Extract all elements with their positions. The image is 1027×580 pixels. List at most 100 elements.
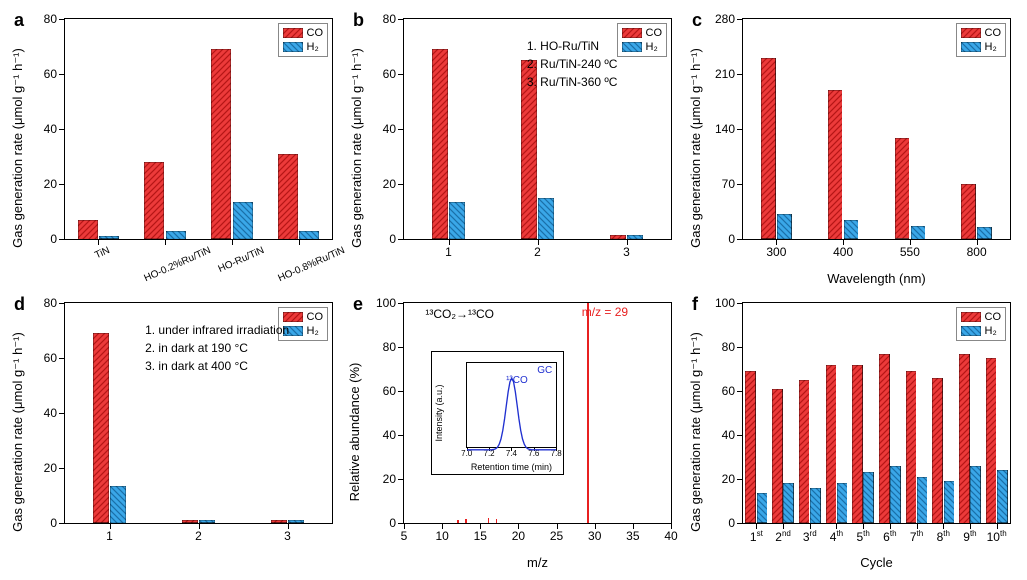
bar-h2 <box>890 466 901 523</box>
y-tick-label: 20 <box>722 472 735 486</box>
annotation: 3. in dark at 400 °C <box>145 359 248 373</box>
y-tick-label: 60 <box>722 384 735 398</box>
bar-co <box>211 49 231 239</box>
x-tick-label: HO-0.8%Ru/TiN <box>276 245 346 284</box>
x-tick-label: 1st <box>750 529 763 544</box>
legend-co: CO <box>646 27 663 39</box>
x-tick-label: 40 <box>664 529 677 543</box>
ms-peak <box>587 303 589 523</box>
bar-co <box>828 90 843 239</box>
bar-h2 <box>199 520 215 523</box>
annotation: 2. in dark at 190 °C <box>145 341 248 355</box>
x-tick-label: 3 <box>623 245 630 259</box>
annotation: 3. Ru/TiN-360 ºC <box>527 75 618 89</box>
plot-area: 0204060801001st2nd3rd4th5th6th7th8th9th1… <box>742 302 1011 524</box>
x-tick-label: 5 <box>401 529 408 543</box>
x-axis-label: m/z <box>403 555 672 570</box>
bar-h2 <box>110 486 126 523</box>
y-tick-label: 0 <box>728 516 735 530</box>
y-tick-label: 80 <box>383 340 396 354</box>
legend-h2: H₂ <box>646 41 658 53</box>
bar-h2 <box>777 214 792 239</box>
y-tick-label: 40 <box>44 122 57 136</box>
y-tick-label: 40 <box>722 428 735 442</box>
x-tick-label: 8th <box>937 529 950 544</box>
bar-h2 <box>627 235 643 239</box>
bar-co <box>961 184 976 239</box>
bar-co <box>772 389 783 523</box>
panel-e: e020406080100510152025303540m/z = 29¹³CO… <box>347 292 680 572</box>
y-tick-label: 80 <box>44 296 57 310</box>
x-tick-label: 20 <box>512 529 525 543</box>
y-tick-label: 60 <box>383 384 396 398</box>
bar-co <box>906 371 917 523</box>
y-tick-label: 20 <box>44 461 57 475</box>
y-tick-label: 60 <box>44 67 57 81</box>
y-axis-label: Relative abundance (%) <box>347 363 362 502</box>
x-tick-label: HO-0.2%Ru/TiN <box>143 245 213 284</box>
legend-h2: H₂ <box>307 41 319 53</box>
bar-h2 <box>783 483 794 523</box>
ms-peak <box>488 518 490 524</box>
y-tick-label: 80 <box>722 340 735 354</box>
x-tick-label: 550 <box>900 245 920 259</box>
y-tick-label: 0 <box>50 232 57 246</box>
panel-c: c070140210280300400550800COH₂Gas generat… <box>686 8 1019 288</box>
inset-y-label: Intensity (a.u.) <box>434 384 444 441</box>
legend: CO H₂ <box>617 23 668 57</box>
inset-x-label: Retention time (min) <box>466 462 558 472</box>
bar-h2 <box>997 470 1008 523</box>
legend-co: CO <box>985 311 1002 323</box>
x-tick-label: 30 <box>588 529 601 543</box>
x-tick-label: 7th <box>910 529 923 544</box>
legend-co: CO <box>307 311 324 323</box>
y-tick-label: 40 <box>383 428 396 442</box>
bar-co <box>432 49 448 239</box>
bar-h2 <box>944 481 955 523</box>
y-axis-label: Gas generation rate (μmol g⁻¹ h⁻¹) <box>10 332 26 532</box>
x-tick-label: 9th <box>963 529 976 544</box>
y-axis-label: Gas generation rate (μmol g⁻¹ h⁻¹) <box>10 48 26 248</box>
bar-h2 <box>299 231 319 239</box>
y-axis-label: Gas generation rate (μmol g⁻¹ h⁻¹) <box>688 332 704 532</box>
y-tick-label: 60 <box>383 67 396 81</box>
y-tick-label: 70 <box>722 177 735 191</box>
bar-h2 <box>911 226 926 239</box>
y-tick-label: 20 <box>383 177 396 191</box>
legend-h2: H₂ <box>985 325 997 337</box>
legend: CO H₂ <box>956 307 1007 341</box>
plot-area: 020406080TiNHO-0.2%Ru/TiNHO-Ru/TiNHO-0.8… <box>64 18 333 240</box>
bar-co <box>78 220 98 239</box>
bar-co <box>93 333 109 523</box>
bar-h2 <box>288 520 304 523</box>
bar-co <box>879 354 890 523</box>
bar-h2 <box>166 231 186 239</box>
panel-b: b020406080123COH₂1. HO-Ru/TiN2. Ru/TiN-2… <box>347 8 680 288</box>
bar-co <box>745 371 756 523</box>
bar-h2 <box>844 220 859 239</box>
reaction-label: ¹³CO₂→¹³CO <box>425 307 494 321</box>
legend: COH₂ <box>278 23 329 57</box>
figure-grid: a020406080TiNHO-0.2%Ru/TiNHO-Ru/TiNHO-0.… <box>8 8 1019 572</box>
panel-d: d020406080123COH₂1. under infrared irrad… <box>8 292 341 572</box>
bar-h2 <box>810 488 821 523</box>
bar-co <box>826 365 837 523</box>
bar-h2 <box>99 236 119 239</box>
y-tick-label: 20 <box>44 177 57 191</box>
x-tick-label: HO-Ru/TiN <box>216 245 265 275</box>
x-tick-label: 800 <box>967 245 987 259</box>
x-tick-label: 2 <box>195 529 202 543</box>
x-tick-label: 10 <box>435 529 448 543</box>
bar-co <box>799 380 810 523</box>
x-tick-label: TiN <box>94 245 112 261</box>
x-tick-label: 3rd <box>803 529 817 544</box>
x-tick-label: 400 <box>833 245 853 259</box>
bar-co <box>278 154 298 239</box>
bar-co <box>959 354 970 523</box>
bar-co <box>182 520 198 523</box>
panel-label: e <box>353 294 363 315</box>
x-tick-label: 25 <box>550 529 563 543</box>
x-axis-label: Wavelength (nm) <box>742 271 1011 286</box>
x-axis-label: Cycle <box>742 555 1011 570</box>
plot-area: 020406080123COH₂1. under infrared irradi… <box>64 302 333 524</box>
